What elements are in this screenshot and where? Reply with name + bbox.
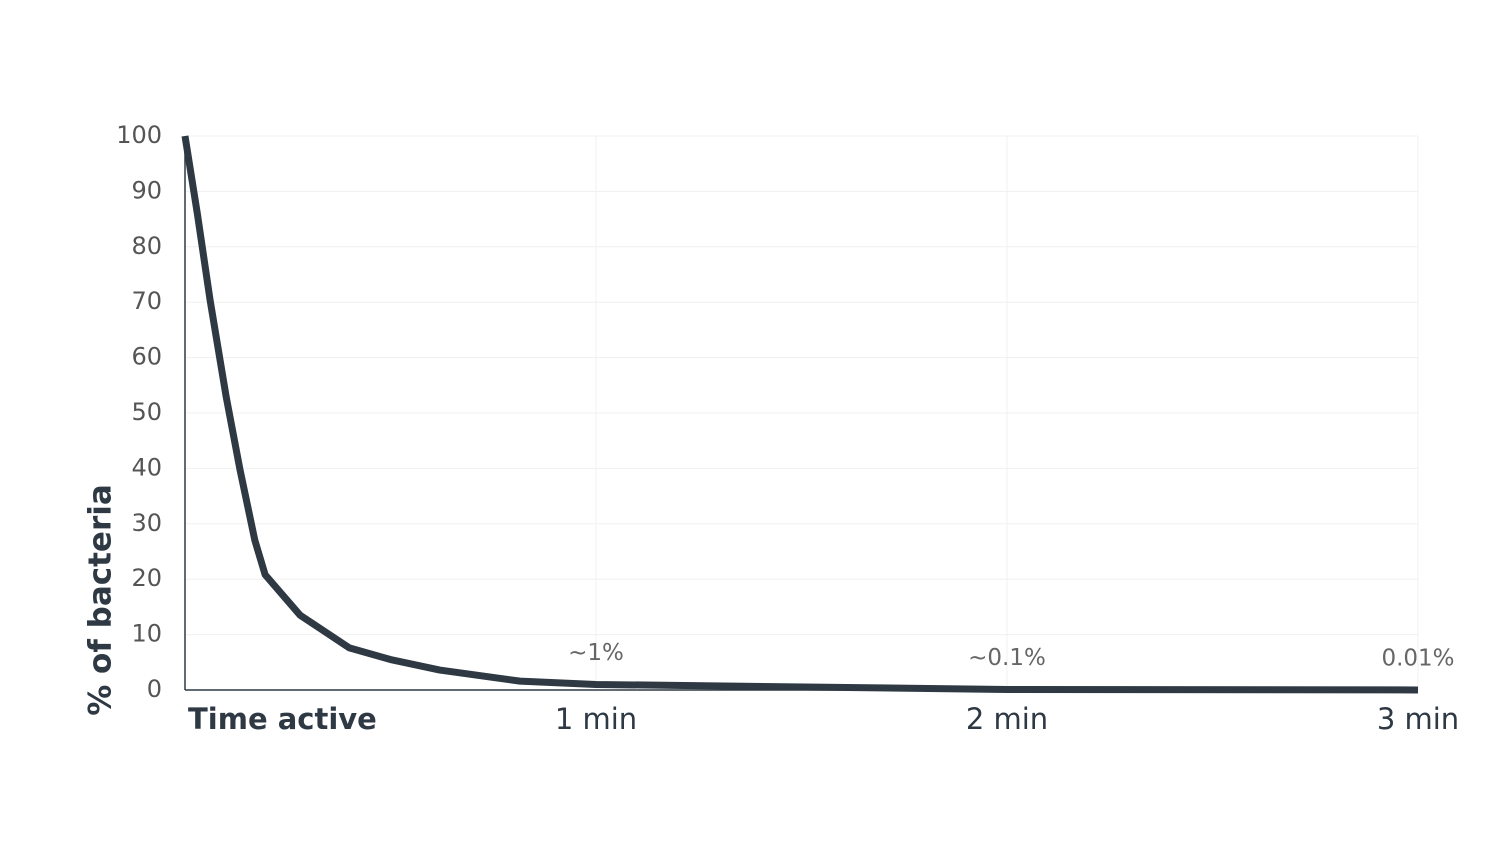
y-axis-label: % of bacteria xyxy=(83,484,119,716)
y-tick-label: 90 xyxy=(131,176,162,204)
annotation: ~1% xyxy=(568,640,624,666)
x-tick-label: 2 min xyxy=(966,702,1048,736)
y-tick-label: 0 xyxy=(147,675,162,703)
y-tick-label: 10 xyxy=(131,620,162,648)
y-tick-label: 60 xyxy=(131,343,162,371)
x-tick-label: 3 min xyxy=(1377,702,1459,736)
annotation: ~0.1% xyxy=(968,645,1046,671)
y-tick-label: 20 xyxy=(131,564,162,592)
x-tick-label: 1 min xyxy=(555,702,637,736)
y-tick-label: 50 xyxy=(131,398,162,426)
data-line xyxy=(181,135,1419,694)
y-tick-label: 30 xyxy=(131,509,162,537)
x-axis-label: Time active xyxy=(188,702,377,736)
y-tick-label: 100 xyxy=(116,121,162,149)
y-tick-label: 80 xyxy=(131,232,162,260)
annotation: 0.01% xyxy=(1381,645,1454,671)
y-tick-label: 40 xyxy=(131,453,162,481)
y-tick-label: 70 xyxy=(131,287,162,315)
